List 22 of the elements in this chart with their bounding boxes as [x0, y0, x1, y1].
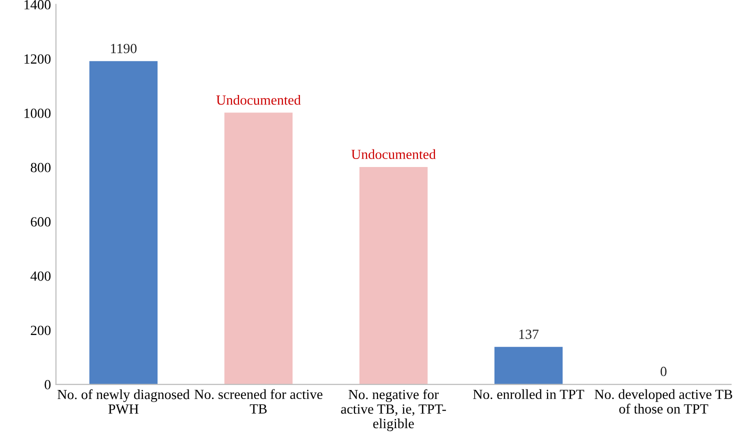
data-label: Undocumented [351, 149, 436, 160]
bar [359, 166, 428, 384]
bar [89, 61, 158, 384]
data-label: 137 [519, 330, 539, 339]
x-tick-label: No. developed active TB of those on TPT [594, 389, 732, 414]
y-tick-label: 1000 [24, 108, 51, 118]
y-tick-label: 0 [44, 380, 51, 390]
data-label: 0 [660, 366, 667, 376]
data-label: Undocumented [216, 95, 301, 105]
x-tick-label: No. enrolled in TPT [473, 389, 584, 400]
x-tick-label: No. of newly diagnosed PWH [58, 389, 190, 414]
y-tick-label: 1400 [24, 0, 51, 10]
x-tick-label: No. negative for active TB, ie, TPT- eligible [341, 389, 446, 432]
bar [224, 112, 293, 384]
bar [494, 346, 563, 384]
y-tick-label: 800 [30, 162, 51, 172]
y-tick-label: 600 [30, 217, 51, 227]
data-label: 1190 [111, 44, 137, 54]
y-tick-label: 200 [30, 326, 51, 336]
x-tick-label: No. screened for active TB [194, 389, 322, 414]
y-tick-label: 400 [30, 271, 51, 281]
y-tick-label: 1200 [24, 54, 51, 64]
